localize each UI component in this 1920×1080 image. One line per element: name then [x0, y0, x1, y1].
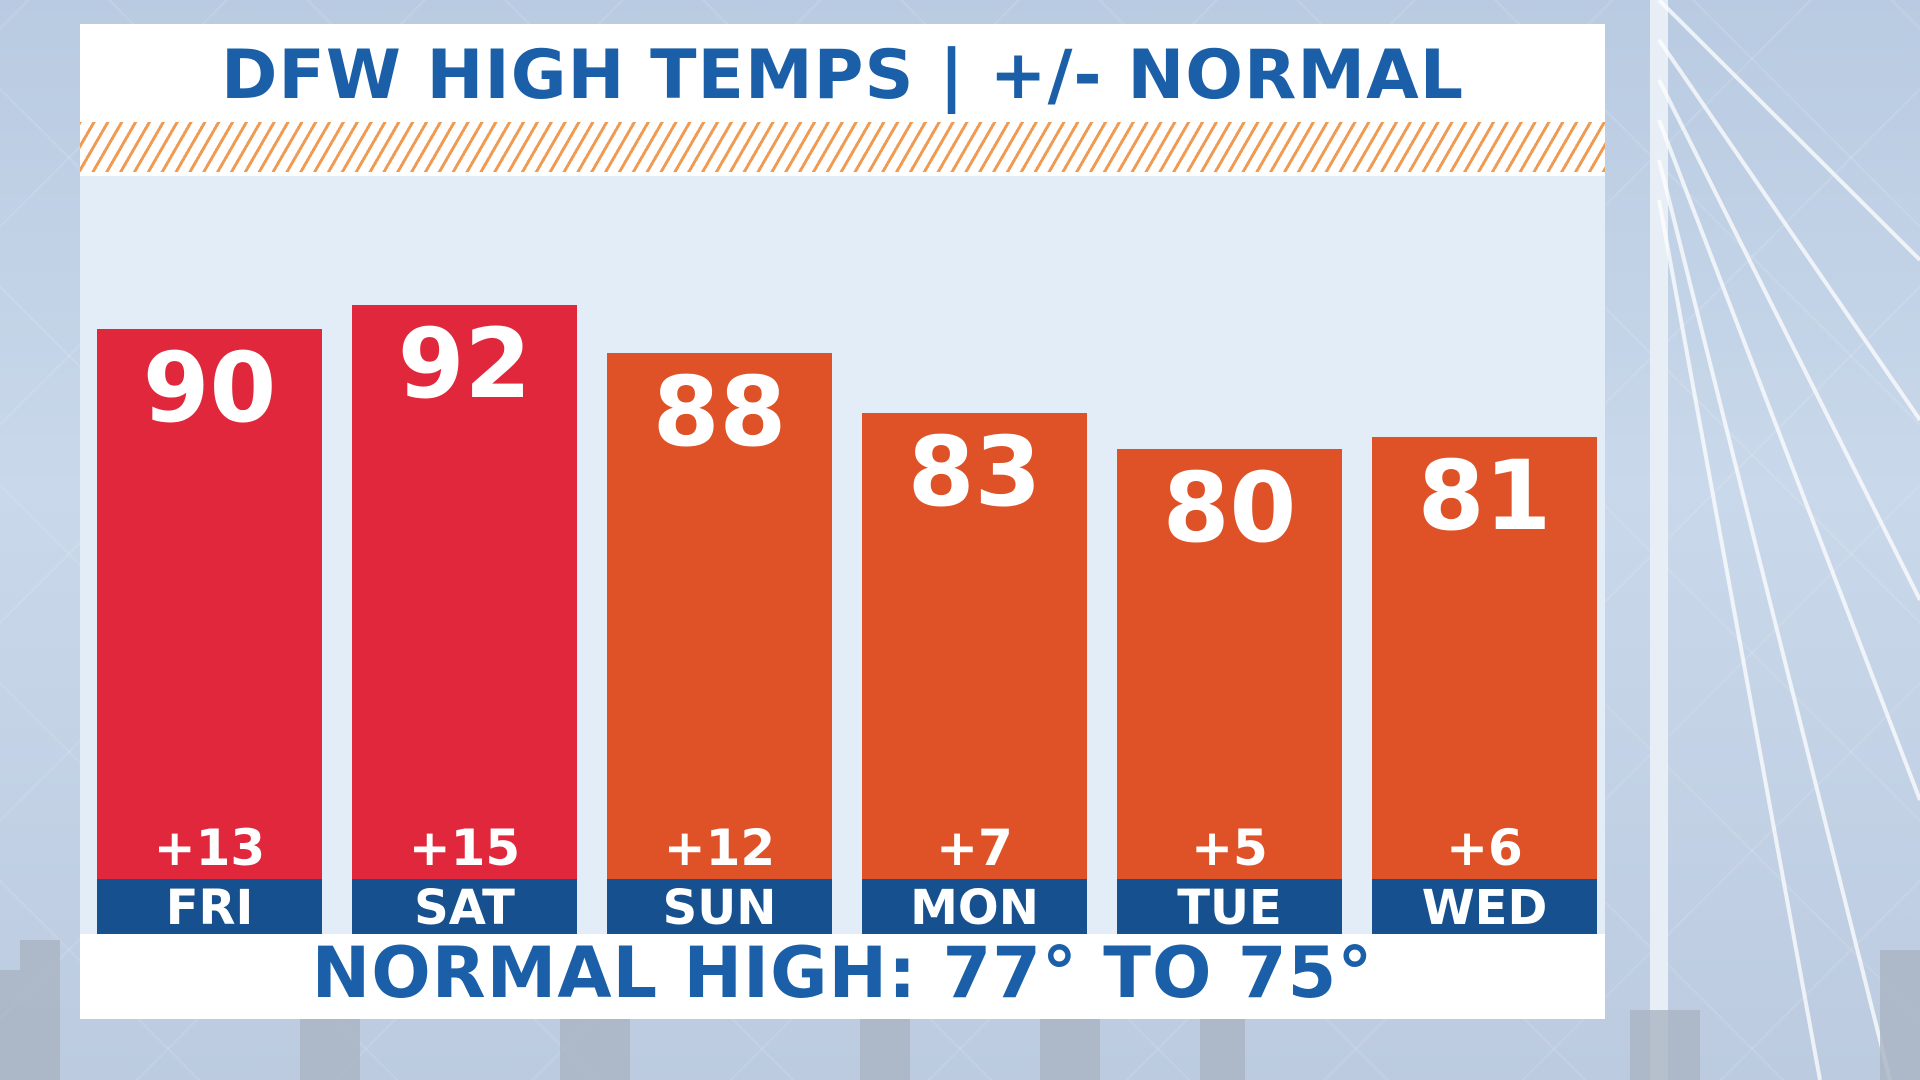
normal-high-bar: NORMAL HIGH: 77° TO 75° [80, 931, 1605, 1019]
day-label: SAT [414, 880, 515, 936]
temp-value-label: 92 [398, 308, 532, 420]
temp-bar [1117, 449, 1342, 879]
normal-high-label: NORMAL HIGH: 77° TO 75° [311, 931, 1374, 1014]
day-label: TUE [1177, 880, 1282, 936]
departure-label: +5 [1191, 819, 1268, 877]
temp-bar [352, 305, 577, 879]
chart-title: DFW HIGH TEMPS | +/- NORMAL [220, 35, 1465, 115]
day-band [352, 879, 577, 934]
temp-value-label: 90 [143, 332, 277, 444]
departure-label: +15 [409, 819, 520, 877]
bridge-cables-background [1650, 0, 1920, 1080]
hatched-divider [80, 122, 1605, 176]
day-band [1372, 879, 1597, 934]
day-band [862, 879, 1087, 934]
departure-label: +12 [664, 819, 775, 877]
temp-bar [607, 353, 832, 879]
temp-bar [1372, 437, 1597, 879]
temp-bar [97, 329, 322, 879]
title-bar: DFW HIGH TEMPS | +/- NORMAL [80, 24, 1605, 122]
departure-label: +13 [154, 819, 265, 877]
temp-bar [862, 413, 1087, 879]
departure-label: +6 [1446, 819, 1523, 877]
temp-value-label: 81 [1418, 440, 1552, 552]
day-band [607, 879, 832, 934]
temp-value-label: 88 [653, 356, 787, 468]
day-band [97, 879, 322, 934]
day-band [1117, 879, 1342, 934]
temp-value-label: 83 [908, 416, 1042, 528]
day-label: WED [1422, 880, 1548, 936]
departure-label: +7 [936, 819, 1013, 877]
day-label: MON [910, 880, 1039, 936]
day-label: FRI [166, 880, 254, 936]
day-label: SUN [663, 880, 777, 936]
temp-value-label: 80 [1163, 452, 1297, 564]
chart-panel: DFW HIGH TEMPS | +/- NORMAL NORMAL HIGH:… [80, 24, 1605, 1019]
